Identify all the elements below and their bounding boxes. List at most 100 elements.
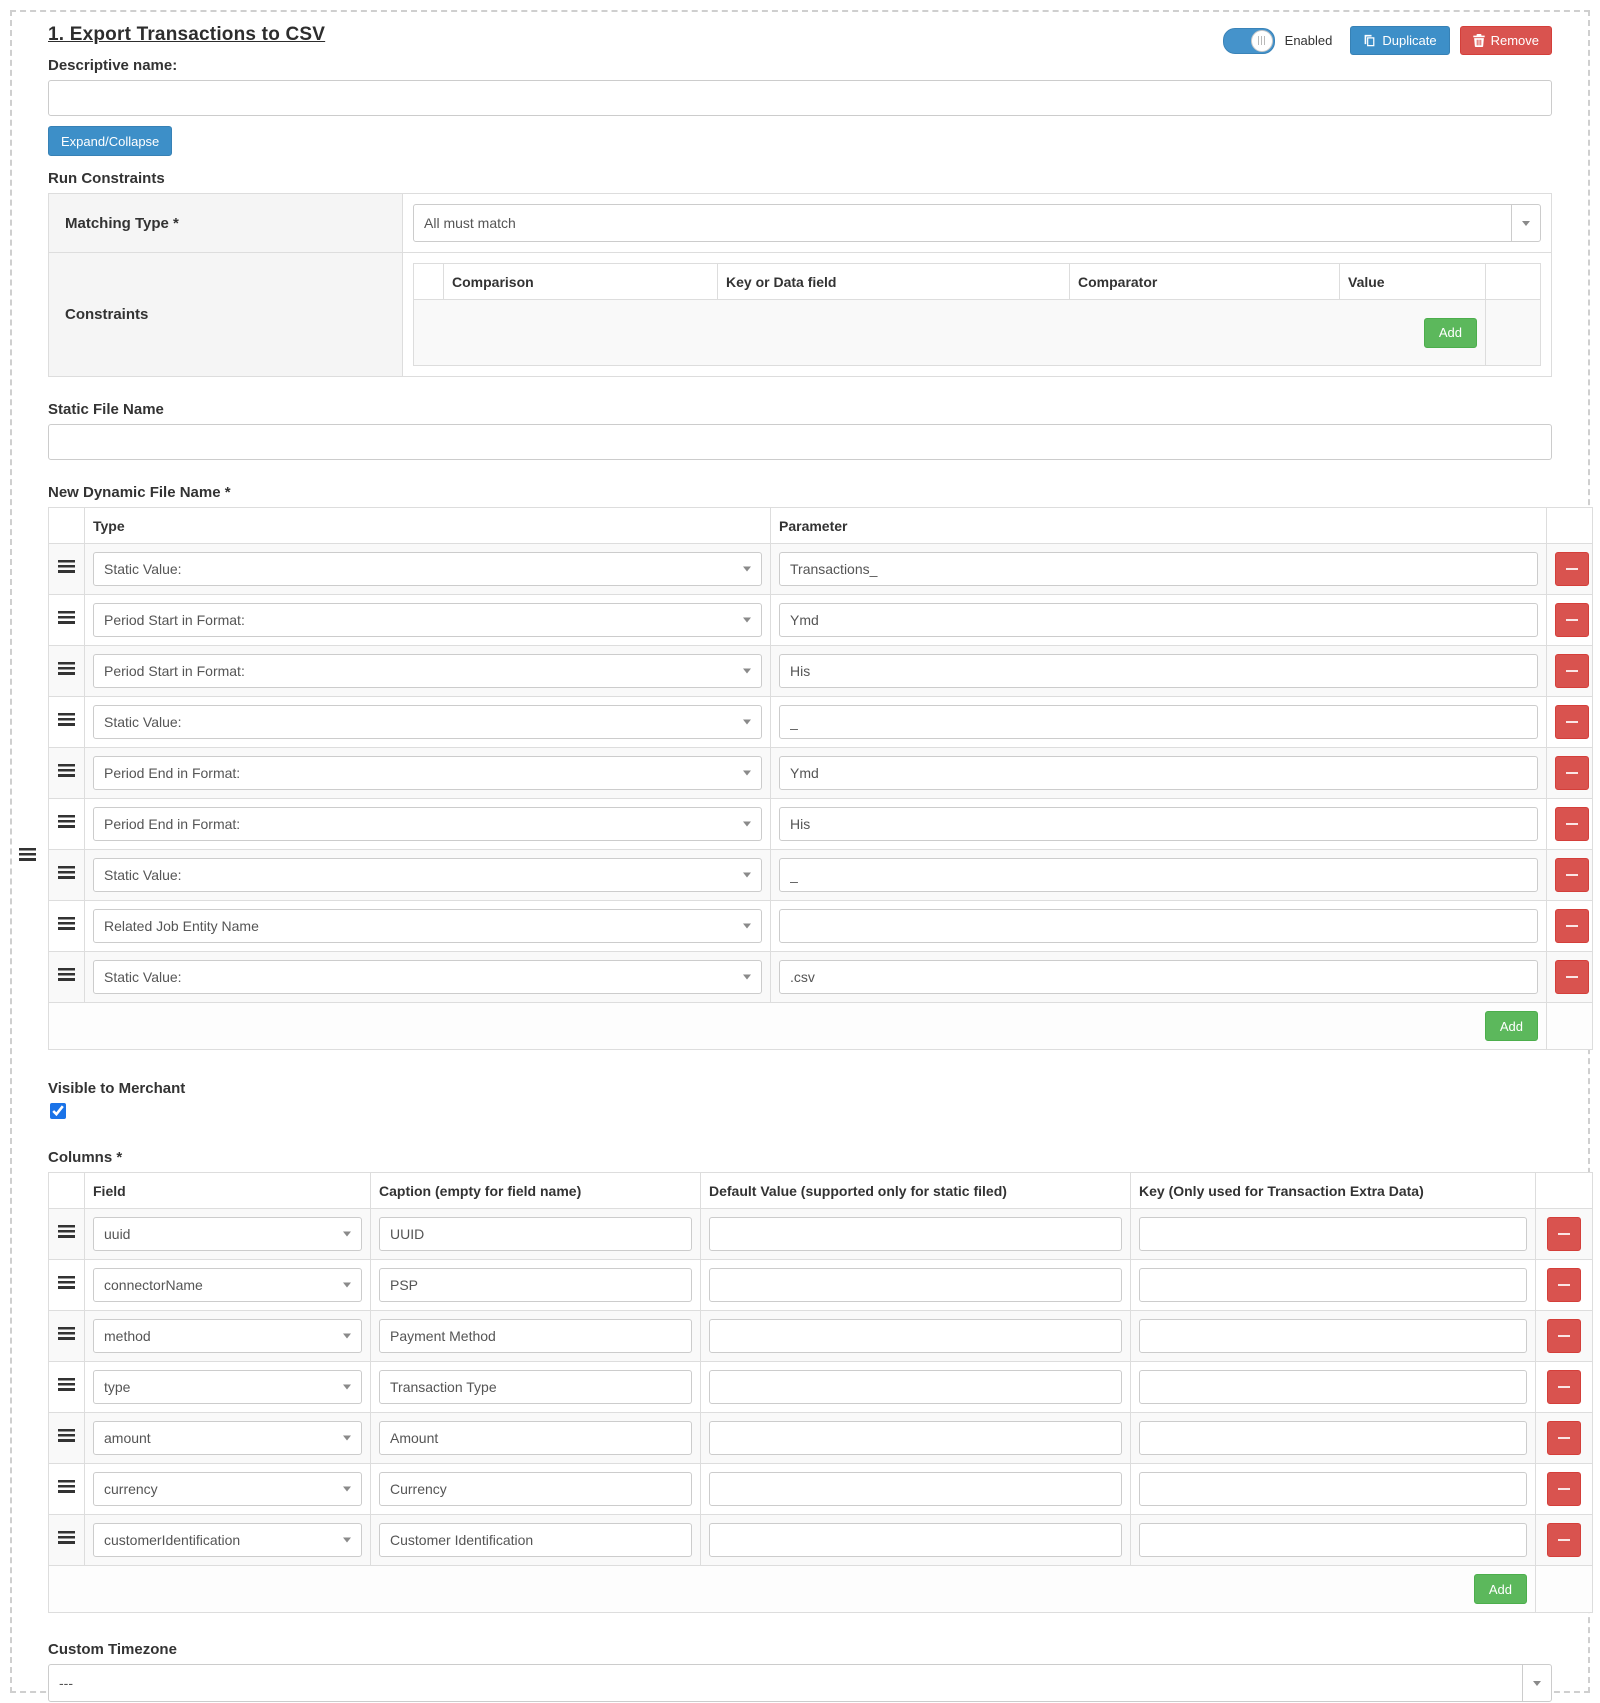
column-caption-input[interactable] [379, 1319, 692, 1353]
column-caption-input[interactable] [379, 1268, 692, 1302]
dynamic-file-name-row: Static Value: [48, 951, 1593, 1003]
dynamic-parameter-input[interactable] [779, 756, 1538, 790]
dynamic-parameter-input[interactable] [779, 807, 1538, 841]
remove-row-button[interactable] [1547, 1472, 1581, 1506]
column-default-input[interactable] [709, 1217, 1122, 1251]
remove-row-button[interactable] [1555, 807, 1589, 841]
column-field-select[interactable]: connectorName [93, 1268, 362, 1302]
add-constraint-button[interactable]: Add [1423, 317, 1477, 348]
visible-to-merchant-checkbox[interactable] [50, 1103, 66, 1119]
row-drag-handle-icon[interactable] [58, 662, 75, 675]
column-default-input[interactable] [709, 1523, 1122, 1557]
remove-row-button[interactable] [1547, 1370, 1581, 1404]
remove-row-button[interactable] [1555, 909, 1589, 943]
column-key-input[interactable] [1139, 1523, 1527, 1557]
column-field-select[interactable]: currency [93, 1472, 362, 1506]
dynamic-type-value: Period Start in Format: [104, 663, 245, 679]
row-drag-handle-icon[interactable] [58, 917, 75, 930]
dynamic-type-select[interactable]: Static Value: [93, 960, 762, 994]
custom-timezone-select[interactable]: --- [48, 1664, 1552, 1702]
column-key-input[interactable] [1139, 1421, 1527, 1455]
dynamic-parameter-input[interactable] [779, 909, 1538, 943]
column-field-select[interactable]: uuid [93, 1217, 362, 1251]
duplicate-button[interactable]: Duplicate [1350, 26, 1450, 55]
dynamic-type-value: Static Value: [104, 969, 182, 985]
row-drag-handle-icon[interactable] [58, 713, 75, 726]
remove-row-button[interactable] [1555, 756, 1589, 790]
descriptive-name-input[interactable] [48, 80, 1552, 116]
column-key-input[interactable] [1139, 1217, 1527, 1251]
matching-type-select[interactable]: All must match [413, 204, 1541, 242]
remove-row-button[interactable] [1547, 1523, 1581, 1557]
remove-row-button[interactable] [1547, 1217, 1581, 1251]
dyn-col-action [1546, 507, 1593, 544]
remove-row-button[interactable] [1555, 552, 1589, 586]
dynamic-type-select[interactable]: Period Start in Format: [93, 654, 762, 688]
column-field-select[interactable]: method [93, 1319, 362, 1353]
add-dynamic-part-button[interactable]: Add [1484, 1011, 1538, 1041]
row-drag-handle-icon[interactable] [58, 611, 75, 624]
column-caption-input[interactable] [379, 1421, 692, 1455]
remove-row-button[interactable] [1555, 654, 1589, 688]
dynamic-type-select[interactable]: Period End in Format: [93, 807, 762, 841]
row-drag-handle-icon[interactable] [58, 1429, 75, 1442]
job-drag-handle-icon[interactable] [19, 848, 36, 861]
column-default-input[interactable] [709, 1421, 1122, 1455]
dynamic-type-select[interactable]: Static Value: [93, 705, 762, 739]
static-file-name-input[interactable] [48, 424, 1552, 460]
constraints-col-comparison: Comparison [443, 263, 718, 300]
enabled-toggle[interactable] [1222, 27, 1275, 54]
row-drag-handle-icon[interactable] [58, 560, 75, 573]
dynamic-parameter-input[interactable] [779, 603, 1538, 637]
column-caption-input[interactable] [379, 1523, 692, 1557]
row-drag-handle-icon[interactable] [58, 1276, 75, 1289]
dynamic-type-select[interactable]: Static Value: [93, 552, 762, 586]
remove-row-button[interactable] [1555, 960, 1589, 994]
column-caption-input[interactable] [379, 1472, 692, 1506]
columns-col-default: Default Value (supported only for static… [700, 1172, 1131, 1209]
remove-row-button[interactable] [1547, 1319, 1581, 1353]
dynamic-parameter-input[interactable] [779, 552, 1538, 586]
row-drag-handle-icon[interactable] [58, 764, 75, 777]
column-caption-input[interactable] [379, 1217, 692, 1251]
dynamic-type-select[interactable]: Period End in Format: [93, 756, 762, 790]
column-default-input[interactable] [709, 1319, 1122, 1353]
column-key-input[interactable] [1139, 1268, 1527, 1302]
row-drag-handle-icon[interactable] [58, 968, 75, 981]
row-drag-handle-icon[interactable] [58, 1480, 75, 1493]
row-drag-handle-icon[interactable] [58, 815, 75, 828]
column-field-value: customerIdentification [104, 1532, 241, 1548]
dynamic-type-select[interactable]: Period Start in Format: [93, 603, 762, 637]
dynamic-type-select[interactable]: Static Value: [93, 858, 762, 892]
column-field-select[interactable]: customerIdentification [93, 1523, 362, 1557]
remove-row-button[interactable] [1555, 603, 1589, 637]
remove-row-button[interactable] [1547, 1268, 1581, 1302]
dynamic-parameter-input[interactable] [779, 858, 1538, 892]
column-default-input[interactable] [709, 1268, 1122, 1302]
row-drag-handle-icon[interactable] [58, 1378, 75, 1391]
dynamic-type-value: Period End in Format: [104, 816, 241, 832]
column-field-select[interactable]: amount [93, 1421, 362, 1455]
dynamic-parameter-input[interactable] [779, 960, 1538, 994]
row-drag-handle-icon[interactable] [58, 1531, 75, 1544]
job-title[interactable]: 1. Export Transactions to CSV [48, 24, 326, 45]
column-key-input[interactable] [1139, 1472, 1527, 1506]
column-field-select[interactable]: type [93, 1370, 362, 1404]
column-key-input[interactable] [1139, 1370, 1527, 1404]
add-column-button[interactable]: Add [1473, 1574, 1527, 1604]
row-drag-handle-icon[interactable] [58, 866, 75, 879]
column-key-input[interactable] [1139, 1319, 1527, 1353]
column-default-input[interactable] [709, 1370, 1122, 1404]
dynamic-type-select[interactable]: Related Job Entity Name [93, 909, 762, 943]
remove-row-button[interactable] [1555, 858, 1589, 892]
row-drag-handle-icon[interactable] [58, 1327, 75, 1340]
column-caption-input[interactable] [379, 1370, 692, 1404]
row-drag-handle-icon[interactable] [58, 1225, 75, 1238]
dynamic-parameter-input[interactable] [779, 654, 1538, 688]
expand-collapse-button[interactable]: Expand/Collapse [48, 126, 173, 156]
dynamic-parameter-input[interactable] [779, 705, 1538, 739]
remove-button[interactable]: Remove [1459, 26, 1552, 55]
remove-row-button[interactable] [1547, 1421, 1581, 1455]
remove-row-button[interactable] [1555, 705, 1589, 739]
column-default-input[interactable] [709, 1472, 1122, 1506]
